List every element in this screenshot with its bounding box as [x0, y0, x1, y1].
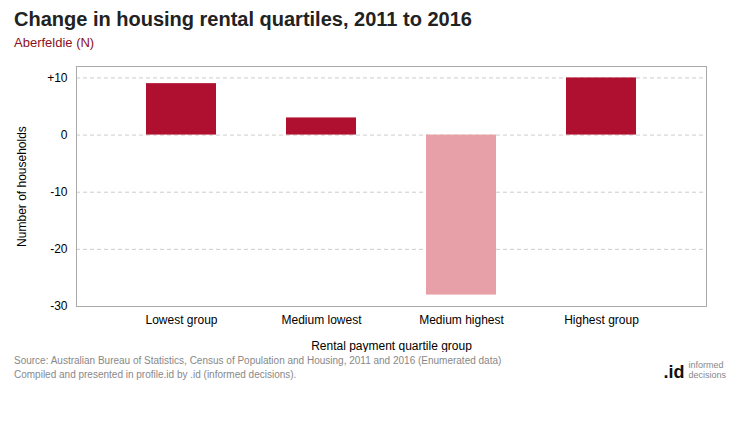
html-text:Change in housing rental quart: Change in housing rental quartiles, 2011…	[14, 8, 472, 30]
svg-text:-10: -10	[50, 185, 68, 199]
svg-text:-20: -20	[50, 242, 68, 256]
svg-text:Number of households: Number of households	[15, 126, 29, 247]
svg-text:Highest group: Highest group	[564, 313, 639, 327]
svg-text:Lowest group: Lowest group	[145, 313, 217, 327]
svg-text:+10: +10	[47, 71, 68, 85]
html-text:Source: Australian Bureau of S: Source: Australian Bureau of Statistics,…	[14, 355, 502, 380]
svg-text:0: 0	[61, 128, 68, 142]
html-text:.id informed decisions: .id informed decisions	[663, 360, 726, 382]
svg-text:Medium lowest: Medium lowest	[281, 313, 362, 327]
svg-text:-30: -30	[50, 299, 68, 313]
svg-text:Rental payment quartile group: Rental payment quartile group	[311, 339, 472, 353]
html-text:Aberfeldie (N): Aberfeldie (N)	[14, 35, 95, 50]
svg-text:Medium highest: Medium highest	[419, 313, 504, 327]
